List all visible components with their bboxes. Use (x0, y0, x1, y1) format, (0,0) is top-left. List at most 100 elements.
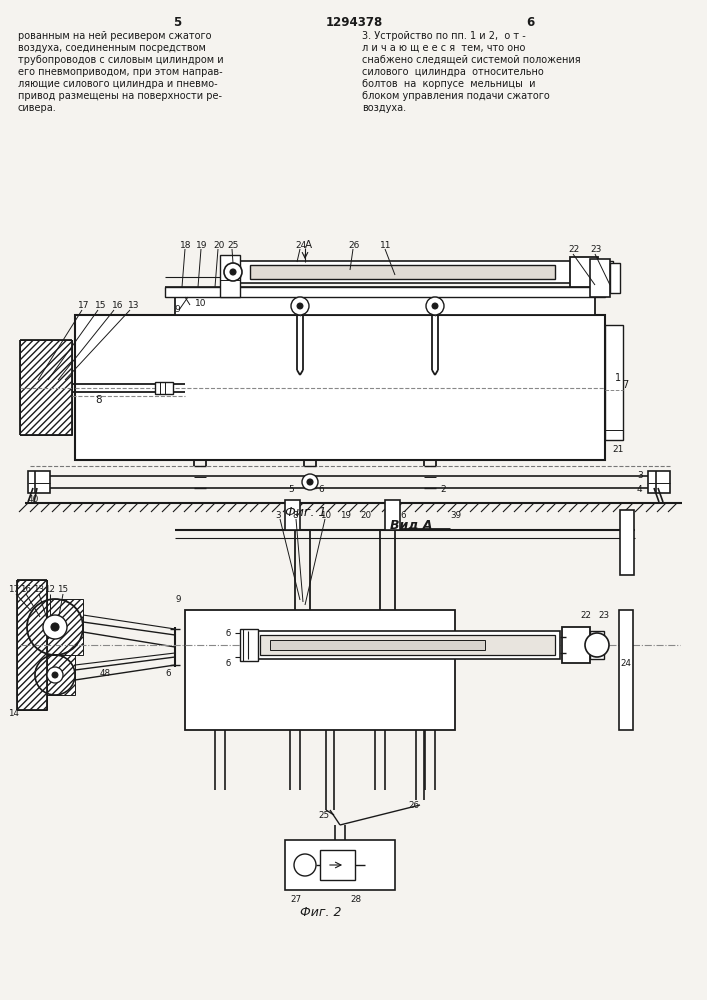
Text: 26: 26 (408, 800, 419, 810)
Text: снабжено следящей системой положения: снабжено следящей системой положения (362, 55, 580, 65)
Text: 18: 18 (180, 240, 192, 249)
Text: блоком управления подачи сжатого: блоком управления подачи сжатого (362, 91, 550, 101)
Text: 22: 22 (580, 610, 591, 619)
Text: 39: 39 (450, 510, 461, 520)
Text: 20: 20 (360, 510, 371, 520)
Text: б: б (225, 629, 230, 638)
Text: 10: 10 (195, 298, 206, 308)
Bar (598, 261, 613, 283)
Text: болтов  на  корпусе  мельницы  и: болтов на корпусе мельницы и (362, 79, 535, 89)
Bar (648, 471, 670, 493)
Text: привод размещены на поверхности ре-: привод размещены на поверхности ре- (18, 91, 222, 101)
Text: 23: 23 (590, 245, 602, 254)
Text: 15: 15 (57, 585, 68, 594)
Bar (175, 297, 595, 315)
Bar (35, 655, 75, 695)
Bar (20, 340, 72, 435)
Bar (260, 635, 555, 655)
Text: 14: 14 (8, 708, 19, 718)
Bar (385, 500, 400, 530)
Bar (240, 629, 258, 661)
Bar (619, 610, 633, 730)
Text: 23: 23 (598, 610, 609, 619)
Bar (185, 610, 455, 730)
Circle shape (230, 269, 236, 275)
Bar (605, 325, 623, 440)
Text: 3: 3 (637, 472, 643, 481)
Text: 25: 25 (318, 810, 329, 820)
Circle shape (51, 623, 59, 631)
Text: 3: 3 (275, 510, 281, 520)
Bar (610, 263, 620, 293)
Bar (17, 580, 47, 710)
Bar (285, 500, 300, 530)
Text: 3. Устройство по пп. 1 и 2,  о т -: 3. Устройство по пп. 1 и 2, о т - (362, 31, 526, 41)
Text: 1294378: 1294378 (325, 15, 382, 28)
Text: 9: 9 (175, 595, 180, 604)
Text: 5: 5 (288, 486, 293, 494)
Circle shape (291, 297, 309, 315)
Bar (27, 599, 83, 655)
Text: трубопроводов с силовым цилиндром и: трубопроводов с силовым цилиндром и (18, 55, 223, 65)
Text: 11: 11 (380, 240, 392, 249)
Bar (320, 850, 355, 880)
Text: 26: 26 (348, 240, 359, 249)
Text: 21: 21 (612, 446, 624, 454)
Text: A: A (305, 240, 312, 250)
Bar (620, 510, 634, 575)
Text: воздуха, соединенным посредством: воздуха, соединенным посредством (18, 43, 206, 53)
Circle shape (302, 474, 318, 490)
Text: 13: 13 (33, 585, 44, 594)
Text: 8: 8 (95, 395, 102, 405)
Text: силового  цилиндра  относительно: силового цилиндра относительно (362, 67, 544, 77)
Text: 17: 17 (8, 585, 19, 594)
Text: 5: 5 (173, 15, 181, 28)
Circle shape (426, 297, 444, 315)
Bar (285, 840, 395, 890)
Text: 6: 6 (318, 486, 324, 494)
Text: 48: 48 (100, 668, 111, 678)
Text: л и ч а ю щ е е с я  тем, что оно: л и ч а ю щ е е с я тем, что оно (362, 43, 525, 53)
Text: 16: 16 (20, 585, 31, 594)
Text: 20: 20 (213, 240, 224, 249)
Text: 22: 22 (568, 245, 579, 254)
Bar (75, 315, 605, 460)
Text: 2: 2 (440, 486, 445, 494)
Text: 25: 25 (227, 240, 238, 249)
Circle shape (432, 303, 438, 309)
Bar (165, 287, 605, 297)
Text: воздуха.: воздуха. (362, 103, 406, 113)
Bar (235, 261, 590, 283)
Bar (245, 631, 560, 659)
Bar (28, 471, 50, 493)
Text: 10: 10 (320, 510, 331, 520)
Text: Фиг. 1: Фиг. 1 (285, 506, 327, 518)
Bar (590, 631, 604, 659)
Circle shape (294, 854, 316, 876)
Circle shape (307, 479, 313, 485)
Text: 4: 4 (637, 486, 643, 494)
Text: 19: 19 (340, 510, 351, 520)
Circle shape (224, 263, 242, 281)
Text: 24: 24 (295, 240, 306, 249)
Text: 13: 13 (128, 300, 139, 310)
Text: 6: 6 (165, 668, 170, 678)
Text: рованным на ней ресивером сжатого: рованным на ней ресивером сжатого (18, 31, 211, 41)
Text: 24: 24 (620, 658, 631, 668)
Bar (155, 382, 173, 394)
Bar (220, 255, 240, 297)
Bar (570, 257, 598, 287)
Text: б: б (225, 658, 230, 668)
Text: 19: 19 (196, 240, 207, 249)
Circle shape (297, 303, 303, 309)
Text: 12: 12 (44, 585, 55, 594)
Text: Фиг. 2: Фиг. 2 (300, 906, 341, 918)
Text: 28: 28 (350, 896, 361, 904)
Text: 17: 17 (78, 300, 90, 310)
Text: 8: 8 (292, 510, 298, 520)
Bar (250, 265, 555, 279)
Text: его пневмоприводом, при этом направ-: его пневмоприводом, при этом направ- (18, 67, 223, 77)
Circle shape (585, 633, 609, 657)
Text: 6: 6 (400, 510, 406, 520)
Text: 27: 27 (290, 896, 301, 904)
